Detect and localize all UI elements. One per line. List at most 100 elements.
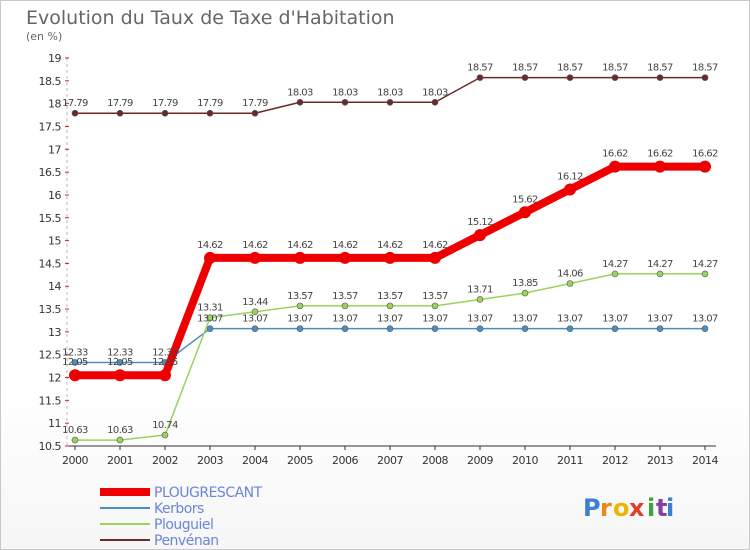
data-label: 10.63 xyxy=(62,425,88,436)
x-tick-label: 2005 xyxy=(287,454,313,467)
data-label: 17.79 xyxy=(242,98,268,109)
y-tick-label: 14 xyxy=(48,280,61,293)
y-tick-label: 11 xyxy=(48,417,61,430)
data-point xyxy=(656,270,664,278)
data-point xyxy=(701,74,709,81)
data-point xyxy=(296,302,304,310)
y-tick-label: 15.5 xyxy=(39,212,62,225)
series-plougrescant xyxy=(69,160,711,382)
y-tick-label: 17 xyxy=(48,143,61,156)
brand-letter: o xyxy=(613,494,630,522)
data-point xyxy=(386,302,394,310)
data-point xyxy=(251,325,259,332)
y-tick-label: 10.5 xyxy=(39,440,62,453)
brand-letter: i xyxy=(666,494,674,522)
x-tick-label: 2001 xyxy=(107,454,133,467)
data-label: 13.07 xyxy=(197,314,223,325)
data-label: 18.57 xyxy=(512,63,538,74)
y-tick-label: 18 xyxy=(48,98,61,111)
data-label: 18.03 xyxy=(332,87,358,98)
data-point xyxy=(116,359,124,366)
data-label: 13.07 xyxy=(467,314,493,325)
data-point xyxy=(566,74,574,81)
data-point xyxy=(206,325,214,332)
data-label: 14.62 xyxy=(332,240,358,251)
data-point xyxy=(161,431,169,439)
data-point xyxy=(161,109,169,117)
data-label: 13.07 xyxy=(557,314,583,325)
series-line-plougrescant xyxy=(71,162,709,380)
data-point xyxy=(341,302,349,310)
data-label: 17.79 xyxy=(62,98,88,109)
data-label: 14.62 xyxy=(242,240,268,251)
data-label: 13.71 xyxy=(467,284,493,295)
data-point xyxy=(609,160,621,173)
data-label: 14.27 xyxy=(647,259,673,270)
data-label: 14.62 xyxy=(287,240,313,251)
data-label: 13.57 xyxy=(332,291,358,302)
data-label: 14.62 xyxy=(422,240,448,251)
data-point xyxy=(249,251,261,264)
data-point xyxy=(431,98,439,106)
data-label: 13.31 xyxy=(197,303,223,314)
data-label: 18.03 xyxy=(377,87,403,98)
x-tick-label: 2014 xyxy=(692,454,718,467)
x-tick-label: 2000 xyxy=(62,454,88,467)
brand-letter: P xyxy=(583,494,601,522)
data-point xyxy=(294,251,306,264)
legend-label: Kerbors xyxy=(154,501,204,517)
legend-label: Penvénan xyxy=(154,533,219,549)
axes: 10.5 11 11.5 12 12.5 13 13.5 14 14.5 15 15.5 16 16.5… xyxy=(39,52,719,467)
x-tick-label: 2013 xyxy=(647,454,673,467)
x-tick-label: 2004 xyxy=(242,454,268,467)
data-label: 13.07 xyxy=(512,314,538,325)
data-label: 17.79 xyxy=(107,98,133,109)
data-point xyxy=(251,109,259,117)
data-label: 13.57 xyxy=(422,291,448,302)
y-tick-label: 15 xyxy=(48,235,61,248)
data-label: 10.74 xyxy=(152,420,178,431)
x-tick-label: 2010 xyxy=(512,454,538,467)
data-label: 18.57 xyxy=(692,63,718,74)
data-point xyxy=(116,109,124,117)
y-tick-label: 17.5 xyxy=(39,120,62,133)
x-tick-label: 2007 xyxy=(377,454,403,467)
data-label: 17.79 xyxy=(152,98,178,109)
data-label: 13.07 xyxy=(602,314,628,325)
data-label: 13.57 xyxy=(287,291,313,302)
y-tick-label: 16 xyxy=(48,189,61,202)
y-tick-label: 18.5 xyxy=(39,75,62,88)
data-label: 18.57 xyxy=(602,63,628,74)
data-point xyxy=(566,280,574,287)
data-point xyxy=(341,325,349,332)
data-label: 18.03 xyxy=(287,87,313,98)
data-point xyxy=(341,98,349,106)
data-point xyxy=(431,325,439,332)
brand-letter: i xyxy=(647,494,655,522)
data-point xyxy=(611,325,619,332)
x-tick-label: 2003 xyxy=(197,454,223,467)
data-point xyxy=(206,314,214,322)
data-label: 18.57 xyxy=(467,63,493,74)
data-label: 16.12 xyxy=(557,171,583,182)
data-point xyxy=(699,160,711,173)
data-point xyxy=(114,369,126,382)
data-label: 14.27 xyxy=(692,259,718,270)
data-label: 12.05 xyxy=(62,357,88,368)
legend-label: Plouguiel xyxy=(154,517,213,533)
data-label: 13.07 xyxy=(242,314,268,325)
data-point xyxy=(654,160,666,173)
data-point xyxy=(431,302,439,310)
y-tick-label: 13 xyxy=(48,326,61,339)
data-label: 14.62 xyxy=(197,240,223,251)
data-label: 13.07 xyxy=(287,314,313,325)
chart-title: Evolution du Taux de Taxe d'Habitation xyxy=(26,7,395,29)
y-tick-label: 11.5 xyxy=(39,394,62,407)
data-label: 13.07 xyxy=(692,314,718,325)
data-label: 12.05 xyxy=(107,357,133,368)
series-penvenan xyxy=(71,74,709,117)
data-point xyxy=(71,436,79,444)
data-point xyxy=(206,109,214,117)
